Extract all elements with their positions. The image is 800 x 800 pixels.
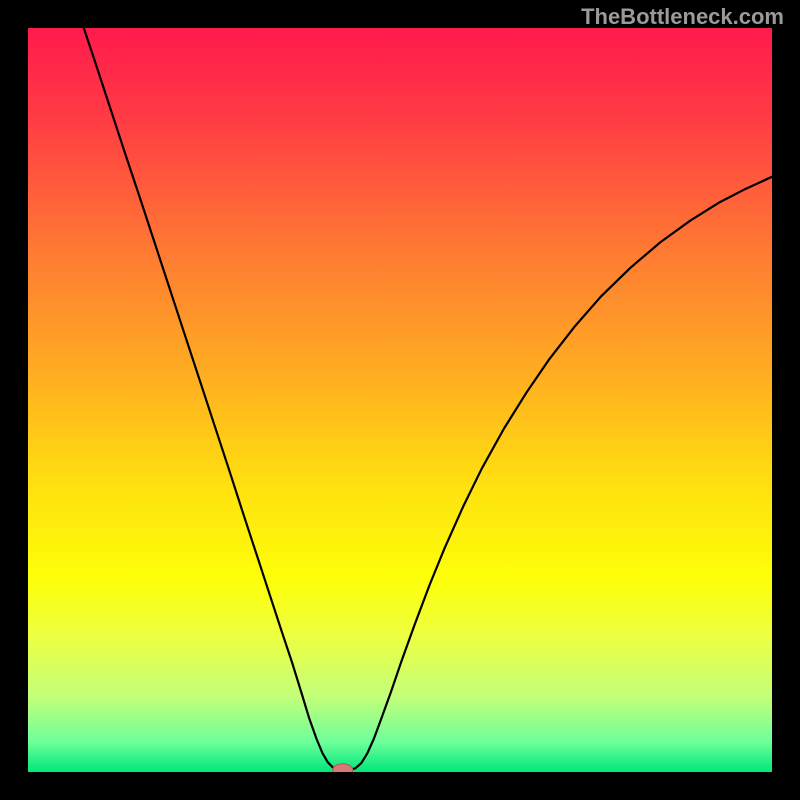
- gradient-background: [28, 28, 772, 772]
- bottleneck-chart: [28, 28, 772, 772]
- chart-svg: [28, 28, 772, 772]
- optimal-point-marker: [333, 764, 353, 772]
- watermark-text: TheBottleneck.com: [581, 4, 784, 30]
